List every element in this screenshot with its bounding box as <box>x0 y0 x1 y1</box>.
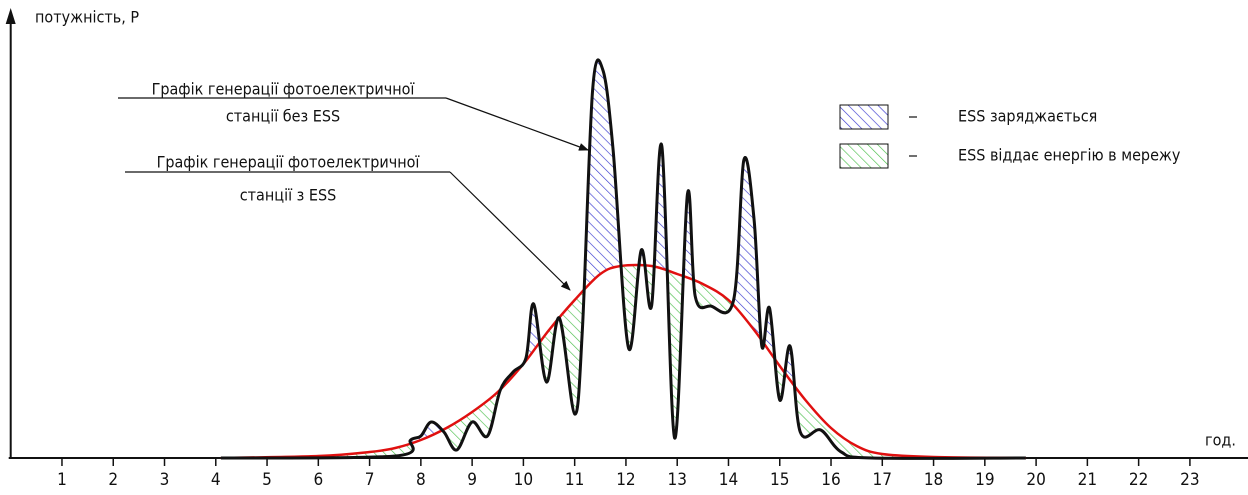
legend-swatch <box>839 104 889 130</box>
charge-area <box>220 59 1026 458</box>
x-tick-label: 19 <box>975 470 994 490</box>
x-tick-label: 17 <box>873 470 892 490</box>
x-tick-label: 2 <box>108 470 118 490</box>
x-tick-label: 23 <box>1180 470 1199 490</box>
x-tick-label: 5 <box>262 470 272 490</box>
x-tick-label: 14 <box>719 470 738 490</box>
legend-swatch <box>839 143 889 169</box>
annotation-line: Графік генерації фотоелектричної <box>152 80 416 99</box>
x-tick-label: 16 <box>821 470 840 490</box>
y-axis-arrow <box>5 8 16 24</box>
x-tick-label: 10 <box>514 470 533 490</box>
x-tick-label: 21 <box>1078 470 1097 490</box>
x-tick-label: 18 <box>924 470 943 490</box>
x-tick-label: 1 <box>57 470 67 490</box>
x-tick-label: 8 <box>416 470 426 490</box>
annotation-leader <box>449 171 571 291</box>
x-axis-label: год. <box>1205 431 1236 450</box>
legend-label: ESS віддає енергію в мережу <box>958 146 1181 165</box>
annotation-line: Графік генерації фотоелектричної <box>157 153 421 172</box>
x-tick-label: 12 <box>616 470 635 490</box>
annotation-leader <box>445 97 589 151</box>
x-tick-label: 3 <box>160 470 170 490</box>
x-tick-label: 7 <box>365 470 375 490</box>
annotation-line: станції з ESS <box>240 186 337 205</box>
x-tick-label: 15 <box>770 470 789 490</box>
annotation-line: станції без ESS <box>226 107 340 126</box>
x-tick-label: 11 <box>565 470 584 490</box>
legend-label: ESS заряджається <box>958 107 1097 126</box>
x-tick-label: 20 <box>1026 470 1045 490</box>
series-line <box>220 58 1026 460</box>
x-tick-label: 4 <box>211 470 221 490</box>
x-tick-label: 22 <box>1129 470 1148 490</box>
x-tick-label: 13 <box>667 470 686 490</box>
x-tick-label: 9 <box>467 470 477 490</box>
y-axis-label: потужність, P <box>35 8 139 27</box>
x-tick-label: 6 <box>313 470 323 490</box>
